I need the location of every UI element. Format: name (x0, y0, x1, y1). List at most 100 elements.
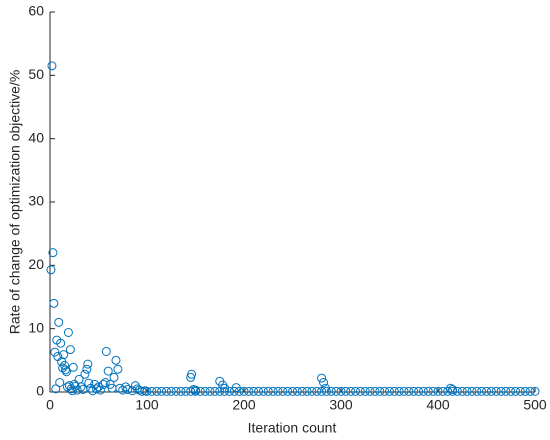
point (511, 386, 521, 396)
point (515, 386, 525, 396)
point (394, 386, 404, 396)
point (220, 386, 230, 396)
point (49, 298, 59, 308)
y-tick-label: 60 (28, 3, 44, 19)
point (50, 347, 60, 357)
point (101, 346, 111, 356)
point (409, 386, 419, 396)
point (258, 386, 268, 396)
point (68, 362, 78, 372)
point (123, 384, 133, 394)
point (346, 386, 356, 396)
point (472, 386, 482, 396)
point (525, 386, 535, 396)
point (273, 386, 283, 396)
point (63, 327, 73, 337)
point (115, 383, 125, 393)
point (370, 386, 380, 396)
point (355, 386, 365, 396)
x-tick-label: 100 (135, 397, 159, 413)
point (224, 386, 234, 396)
point (210, 386, 220, 396)
point (520, 386, 530, 396)
point (121, 382, 131, 392)
point (302, 386, 312, 396)
point (319, 378, 329, 387)
point (157, 386, 167, 396)
point (317, 386, 327, 396)
point (380, 386, 390, 396)
point (360, 386, 370, 396)
point (307, 386, 317, 396)
y-tick-label: 10 (28, 319, 44, 335)
point (61, 367, 71, 377)
y-axis-label: Rate of change of optimization objective… (7, 70, 23, 335)
x-tick-label: 300 (329, 397, 353, 413)
point (448, 386, 458, 396)
point (375, 386, 385, 396)
point (205, 386, 215, 396)
point (220, 383, 230, 393)
point (404, 386, 414, 396)
point (477, 386, 487, 396)
point (244, 386, 254, 396)
point (457, 386, 467, 396)
x-tick-label: 0 (46, 397, 54, 413)
point (95, 385, 105, 395)
point (67, 386, 77, 396)
point (452, 386, 462, 396)
point (389, 386, 399, 396)
point (176, 386, 186, 396)
point (482, 386, 491, 396)
y-tick-label: 0 (36, 383, 44, 399)
point (385, 386, 394, 396)
point (48, 248, 58, 258)
point (263, 386, 273, 396)
point (51, 384, 61, 394)
point (61, 365, 71, 375)
point (336, 386, 346, 396)
x-tick-label: 500 (523, 397, 547, 413)
point (200, 386, 210, 396)
point (118, 385, 128, 395)
point (254, 386, 264, 396)
point (83, 359, 93, 369)
y-tick-label: 40 (28, 129, 44, 145)
point (191, 386, 200, 396)
point (351, 386, 361, 396)
y-tick-label: 20 (28, 256, 44, 272)
point (331, 386, 341, 396)
point (486, 386, 496, 396)
point (249, 386, 259, 396)
point (47, 61, 57, 71)
y-tick-label: 30 (28, 193, 44, 209)
point (161, 386, 171, 396)
point (60, 360, 70, 370)
point (181, 386, 191, 396)
point (100, 378, 110, 387)
point (283, 386, 293, 396)
point (92, 384, 102, 394)
point (438, 386, 448, 396)
point (239, 386, 249, 396)
point (312, 386, 322, 396)
point (229, 386, 239, 396)
point (530, 386, 540, 396)
point (234, 386, 244, 396)
point (268, 386, 278, 396)
point (501, 386, 511, 396)
point (496, 386, 506, 396)
point (56, 338, 66, 348)
point (80, 369, 90, 379)
point (341, 386, 351, 396)
point (76, 382, 86, 392)
point (292, 386, 302, 396)
point (414, 386, 424, 396)
point (127, 386, 137, 396)
point (59, 350, 69, 360)
point (142, 386, 152, 396)
point (297, 386, 307, 396)
point (82, 364, 92, 374)
point (187, 369, 197, 379)
